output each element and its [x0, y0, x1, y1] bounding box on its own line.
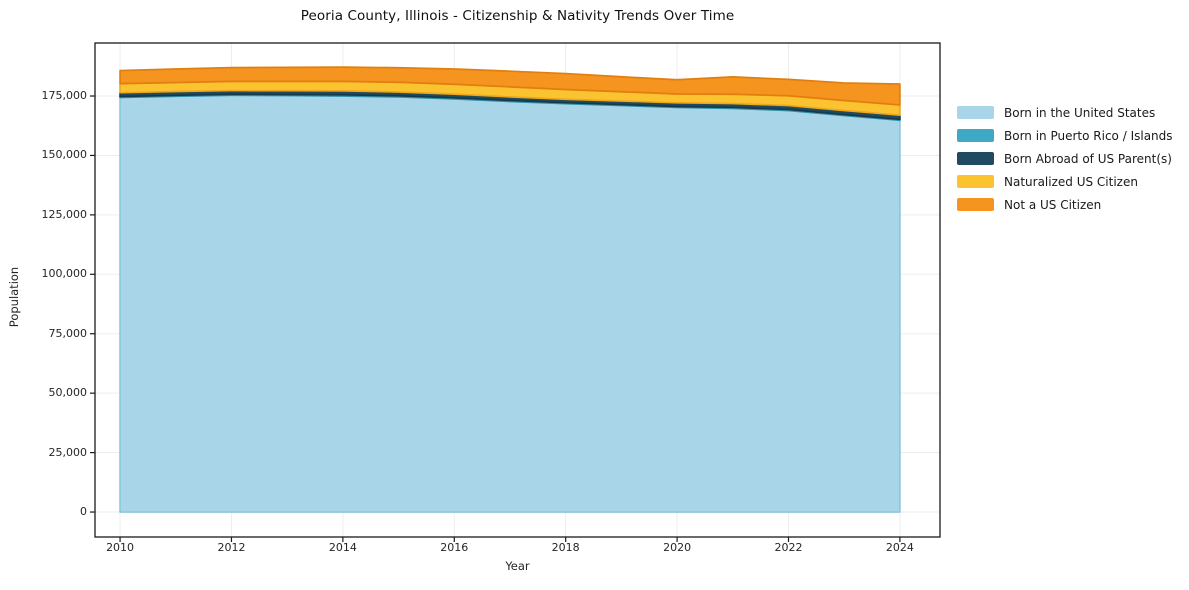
y-tick-label: 175,000 — [41, 89, 88, 102]
x-tick-label: 2024 — [885, 541, 914, 554]
y-tick-label: 100,000 — [41, 267, 88, 281]
legend-label: Not a US Citizen — [1004, 197, 1102, 212]
x-tick-label: 2022 — [774, 541, 803, 554]
area-series-4 — [119, 66, 901, 106]
legend-item: Not a US Citizen — [957, 193, 1173, 216]
legend-swatch — [957, 129, 994, 142]
x-tick-label: 2014 — [328, 541, 357, 554]
legend-swatch — [957, 106, 994, 119]
x-tick-label: 2016 — [440, 541, 469, 554]
y-tick-label: 125,000 — [41, 207, 88, 221]
legend-swatch — [957, 152, 994, 165]
legend-swatch — [957, 175, 994, 188]
legend-swatch — [957, 198, 994, 211]
x-tick-label: 2010 — [106, 541, 135, 554]
x-tick-label: 2012 — [217, 541, 246, 554]
legend-item: Naturalized US Citizen — [957, 170, 1173, 193]
y-tick-label: 75,000 — [48, 326, 88, 340]
legend-label: Naturalized US Citizen — [1004, 174, 1138, 189]
legend-item: Born in Puerto Rico / Islands — [957, 124, 1173, 147]
x-tick-label: 2018 — [551, 541, 580, 554]
y-axis-label: Population — [7, 266, 21, 328]
area-series-0 — [119, 94, 901, 513]
legend-label: Born in Puerto Rico / Islands — [1004, 128, 1173, 143]
y-tick-label: 0 — [80, 505, 87, 519]
y-tick-label: 50,000 — [48, 386, 88, 400]
legend: Born in the United States Born in Puerto … — [957, 101, 1173, 216]
plot-border — [94, 42, 941, 538]
y-tick-label: 150,000 — [41, 148, 88, 162]
x-tick-label: 2020 — [663, 541, 692, 554]
y-tick-label: 25,000 — [48, 445, 88, 459]
legend-item: Born Abroad of US Parent(s) — [957, 147, 1173, 170]
legend-label: Born in the United States — [1004, 105, 1156, 120]
legend-item: Born in the United States — [957, 101, 1173, 124]
x-axis-label: Year — [505, 559, 530, 573]
legend-label: Born Abroad of US Parent(s) — [1004, 151, 1172, 166]
chart-title: Peoria County, Illinois - Citizenship & … — [300, 8, 735, 24]
